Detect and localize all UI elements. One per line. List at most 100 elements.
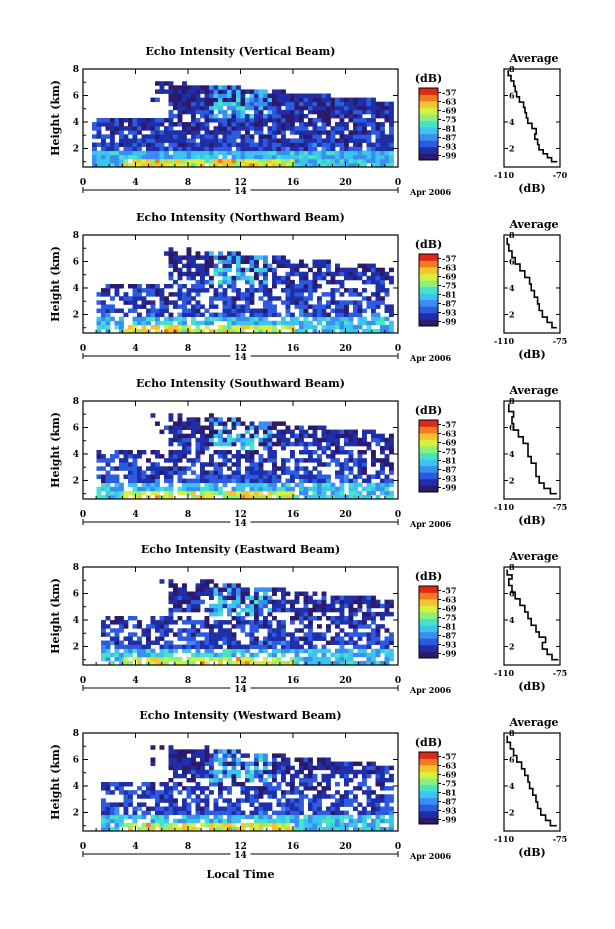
heatmap-cell — [150, 134, 156, 139]
x-tick-label: 0 — [395, 676, 401, 686]
heatmap-cell — [164, 648, 169, 654]
heatmap-cell — [281, 89, 286, 94]
heatmap-cell — [389, 154, 394, 160]
heatmap-cell — [200, 320, 205, 326]
heatmap-cell — [330, 146, 336, 152]
heatmap-cell — [335, 433, 340, 439]
heatmap-cell — [168, 454, 174, 459]
heatmap-cell — [128, 138, 133, 143]
heatmap-cell — [308, 425, 313, 430]
heatmap-cell — [195, 652, 201, 658]
heatmap-cell — [389, 308, 394, 313]
heatmap-cell — [236, 316, 241, 322]
heatmap-cell — [371, 312, 376, 318]
heatmap-cell — [294, 118, 300, 123]
heatmap-cell — [222, 587, 228, 592]
heatmap-cell — [348, 656, 354, 662]
heatmap-cell — [200, 769, 205, 775]
heatmap-cell — [186, 794, 192, 799]
heatmap-cell — [308, 130, 313, 135]
heatmap-cell — [317, 478, 322, 484]
heatmap-cell — [389, 267, 394, 273]
heatmap-cell — [227, 660, 232, 666]
heatmap-cell — [222, 478, 228, 484]
heatmap-cell — [303, 765, 309, 771]
heatmap-cell — [173, 798, 178, 803]
heatmap-cell — [240, 782, 246, 787]
heatmap-cell — [213, 417, 219, 422]
heatmap-cell — [254, 806, 259, 811]
heatmap-cell — [186, 433, 192, 439]
colorbar-swatch — [419, 765, 438, 772]
heatmap-cell — [236, 162, 241, 168]
x-tick-label: 12 — [234, 344, 247, 354]
heatmap-cell — [254, 150, 259, 156]
heatmap-cell — [375, 599, 381, 605]
heatmap-cell — [357, 146, 363, 152]
heatmap-cell — [389, 279, 394, 285]
heatmap-cell — [285, 142, 291, 147]
heatmap-cell — [267, 146, 273, 152]
heatmap-cell — [236, 773, 241, 779]
heatmap-cell — [312, 591, 318, 596]
heatmap-cell — [339, 794, 345, 799]
heatmap-cell — [213, 433, 219, 439]
heatmap-cell — [227, 138, 232, 143]
heatmap-cell — [317, 782, 322, 787]
heatmap-cell — [168, 429, 174, 435]
heatmap-cell — [218, 162, 223, 168]
heatmap-cell — [276, 150, 282, 156]
heatmap-cell — [339, 450, 345, 455]
heatmap-cell — [191, 490, 196, 496]
heatmap-cell — [231, 300, 237, 305]
heatmap-cell — [209, 652, 214, 658]
heatmap-cell — [258, 113, 264, 119]
heatmap-cell — [357, 312, 363, 318]
heatmap-cell — [137, 146, 142, 152]
heatmap-cell — [380, 773, 385, 779]
heatmap-cell — [101, 644, 106, 650]
heatmap-cell — [294, 292, 300, 297]
heatmap-cell — [272, 458, 277, 463]
heatmap-cell — [263, 660, 268, 666]
heatmap-cell — [105, 826, 111, 832]
heatmap-cell — [150, 126, 156, 131]
heatmap-cell — [123, 150, 129, 156]
heatmap-cell — [191, 482, 196, 488]
heatmap-cell — [141, 482, 147, 488]
heatmap-cell — [375, 316, 381, 322]
heatmap-cell — [321, 486, 327, 492]
heatmap-cell — [200, 162, 205, 168]
heatmap-cell — [222, 134, 228, 139]
heatmap-cell — [168, 101, 174, 107]
heatmap-cell — [209, 591, 214, 596]
heatmap-cell — [200, 462, 205, 467]
heatmap-cell — [141, 316, 147, 322]
heatmap-cell — [299, 279, 304, 285]
heatmap-cell — [96, 150, 102, 156]
heatmap-cell — [326, 656, 331, 662]
heatmap-cell — [272, 97, 277, 103]
heatmap-cell — [173, 328, 178, 334]
heatmap-cell — [285, 93, 291, 98]
heatmap-cell — [164, 786, 169, 791]
heatmap-cell — [285, 765, 291, 771]
heatmap-cell — [371, 279, 376, 285]
heatmap-cell — [263, 814, 268, 820]
heatmap-cell — [389, 445, 394, 451]
heatmap-cell — [321, 97, 327, 103]
heatmap-cell — [263, 284, 268, 289]
heatmap-cell — [186, 818, 192, 824]
heatmap-cell — [263, 624, 268, 629]
heatmap-cell — [191, 620, 196, 625]
heatmap-cell — [240, 790, 246, 795]
heatmap-cell — [254, 162, 259, 168]
heatmap-cell — [227, 267, 232, 273]
heatmap-cell — [231, 478, 237, 484]
heatmap-cell — [245, 603, 250, 609]
heatmap-cell — [308, 611, 313, 617]
heatmap-cell — [168, 802, 174, 807]
heatmap-cell — [155, 794, 160, 799]
heatmap-cell — [195, 300, 201, 305]
heatmap-cell — [209, 312, 214, 318]
